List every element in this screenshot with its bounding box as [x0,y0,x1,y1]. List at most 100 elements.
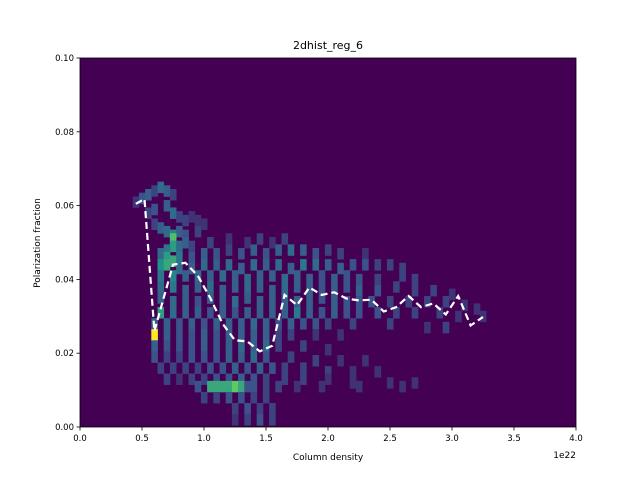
histogram-cell [169,362,177,374]
histogram-cell [269,362,276,374]
histogram-cell [163,351,171,363]
histogram-cell [343,281,351,293]
histogram-cell [151,329,158,341]
histogram-cell [399,262,406,275]
histogram-cell [213,248,220,260]
histogram-cell [287,351,295,363]
histogram-cell [306,273,313,286]
histogram-cell [200,351,208,363]
x-tick-label: 1.5 [259,434,273,444]
histogram-cell [393,281,400,293]
histogram-cell [318,270,326,282]
histogram-cell [194,307,202,319]
histogram-cell [176,340,183,352]
histogram-cell [157,281,165,293]
histogram-cell [182,296,189,308]
x-tick-label: 3.5 [507,434,521,444]
histogram-cell [163,373,171,385]
histogram-cell [281,284,289,297]
histogram-cell [337,262,344,275]
x-tick-label: 2.0 [321,434,335,444]
y-axis-label: Polarization fraction [33,198,43,288]
histogram-cell [231,296,239,308]
histogram-cell [182,229,189,242]
histogram-cell [194,296,202,308]
histogram-cell [213,373,220,385]
histogram-cell [176,211,183,223]
histogram-cell [300,340,307,352]
histogram-cell [157,292,165,304]
histogram-cell [337,329,344,341]
histogram-cell [200,259,208,271]
histogram-cell [132,196,140,208]
histogram-cell [163,185,171,197]
histogram-cell [244,292,251,304]
histogram-cell [145,188,152,201]
histogram-cell [349,318,357,330]
histogram-cell [200,218,208,230]
histogram-cell [145,207,152,219]
histogram-cell [331,284,338,297]
histogram-cell [213,259,220,271]
histogram-cell [262,318,270,330]
histogram-cell [182,270,189,282]
histogram-cell [194,362,202,374]
histogram-cell [163,200,171,212]
histogram-cell [349,366,357,378]
histogram-cell [188,329,196,341]
x-axis-offset-label: 1e22 [553,451,576,461]
histogram-cell [238,391,245,404]
histogram-cell [238,248,245,260]
histogram-cell [349,377,357,389]
histogram-cell [386,296,394,308]
histogram-cell [244,307,251,319]
histogram-cell [349,259,357,271]
histogram-cell [200,373,208,385]
histogram-cell [163,329,171,341]
histogram-cell [250,391,258,404]
histogram-cell [225,233,233,245]
histogram-cell [244,414,251,426]
histogram-cell [151,185,158,197]
histogram-cell [293,281,301,293]
mean-trend-line [135,197,484,353]
histogram-cell [300,259,307,271]
histogram-cell [244,284,251,297]
histogram-cell [275,318,282,330]
histogram-cell [479,310,487,323]
histogram-cell [374,366,382,378]
histogram-cell [225,391,233,404]
histogram-cell [207,281,214,293]
histogram-cell [244,236,251,249]
histogram-cell [399,380,406,393]
histogram-cell [250,373,258,385]
histogram-cell [225,373,233,385]
histogram-cell [411,284,419,297]
x-tick-label: 0.0 [73,434,87,444]
histogram-cell [138,192,146,205]
histogram-cell [207,362,214,374]
histogram-cell [324,343,332,356]
histogram-cell [157,307,165,319]
histogram-cell [269,284,276,297]
y-axis-ticks: 0.00 0.02 0.04 0.06 0.08 0.10 [55,54,80,433]
histogram-cell [231,270,239,282]
histogram-cell [281,296,289,308]
histogram-cell [213,329,220,341]
histogram-cell [411,377,419,389]
histogram-cell [293,380,301,393]
histogram-cell [207,307,214,319]
histogram-cell [163,259,171,271]
histogram-cell [219,284,227,297]
histogram-cell [306,284,313,297]
histogram-cell [176,318,183,330]
histogram-cell [213,391,220,404]
histogram-cell [213,380,220,393]
histogram-cell [157,362,165,374]
histogram-cell [343,296,351,308]
histogram-cell [343,270,351,282]
histogram-cell [188,373,196,385]
histogram-cell [287,318,295,330]
x-tick-label: 3.0 [445,434,459,444]
